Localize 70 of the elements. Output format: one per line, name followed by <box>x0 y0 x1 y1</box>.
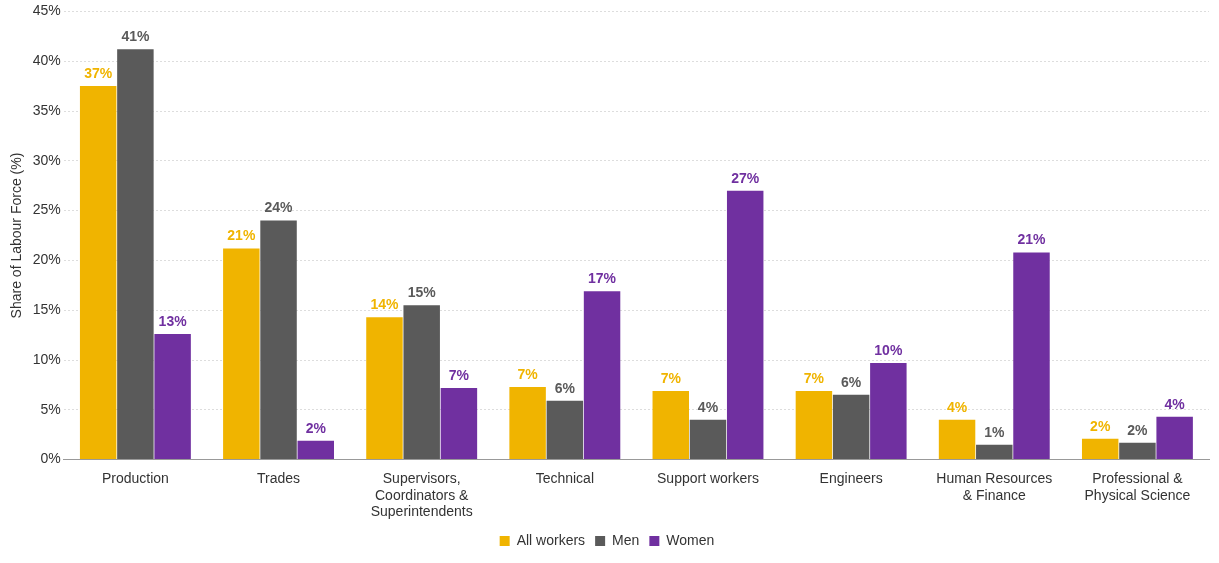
x-tick-label: Professional & Physical Science <box>1084 469 1191 503</box>
data-label: 41% <box>121 28 150 45</box>
data-label: 7% <box>803 369 825 386</box>
bar <box>689 419 727 460</box>
data-label: 14% <box>370 296 400 313</box>
x-tick-label: Trades <box>257 469 301 486</box>
y-tick-label: 10% <box>32 350 61 367</box>
data-label: 2% <box>305 419 327 436</box>
bar <box>297 440 334 460</box>
bar <box>366 317 403 460</box>
x-tick-label: Human Resources & Finance <box>936 469 1053 503</box>
bar <box>652 390 689 460</box>
data-label: 21% <box>227 227 256 244</box>
y-tick-label: 30% <box>32 151 61 168</box>
data-label: 4% <box>1164 395 1186 412</box>
bar <box>260 220 297 460</box>
data-label: 13% <box>158 312 188 329</box>
bar <box>509 386 546 460</box>
bar <box>1119 442 1156 460</box>
x-tick-label: Technical <box>535 469 595 486</box>
data-label: 4% <box>946 398 968 415</box>
data-label: 7% <box>517 365 539 382</box>
y-tick-label: 40% <box>32 52 61 69</box>
bar <box>154 334 191 460</box>
bar <box>403 305 440 460</box>
bar <box>440 387 478 460</box>
data-label: 37% <box>84 64 113 81</box>
data-label: 24% <box>264 199 294 216</box>
x-tick-label: Production <box>101 469 169 486</box>
bar <box>117 49 154 460</box>
data-label: 17% <box>588 270 617 287</box>
bar <box>976 444 1013 460</box>
y-axis-title: Share of Labour Force (%) <box>8 152 25 319</box>
bar <box>1081 438 1119 460</box>
bar <box>832 394 870 460</box>
y-tick-label: 15% <box>32 301 61 318</box>
bar <box>726 190 764 460</box>
data-label: 6% <box>554 379 576 396</box>
y-tick-label: 25% <box>32 201 61 218</box>
data-label: 27% <box>731 169 760 186</box>
data-label: 7% <box>660 369 682 386</box>
legend-label: All workers <box>516 531 586 548</box>
y-tick-label: 0% <box>40 450 61 467</box>
x-tick-label: Engineers <box>819 469 883 486</box>
data-label: 6% <box>841 373 862 390</box>
bar <box>583 291 621 460</box>
data-label: 7% <box>448 366 470 383</box>
data-label: 21% <box>1017 231 1047 248</box>
data-label: 1% <box>984 423 1005 440</box>
legend-label: Men <box>612 531 640 548</box>
data-label: 2% <box>1090 417 1111 434</box>
y-tick-label: 20% <box>32 251 61 268</box>
y-tick-label: 45% <box>32 2 61 19</box>
data-label: 4% <box>697 398 719 415</box>
data-label: 15% <box>407 284 437 301</box>
bar <box>795 390 833 460</box>
bar <box>870 362 907 460</box>
bar <box>1013 252 1050 460</box>
bar <box>223 248 260 460</box>
bar <box>79 86 117 460</box>
x-tick-label: Supervisors, Coordinators & Superintendents <box>370 469 473 520</box>
x-tick-label: Support workers <box>657 469 759 486</box>
bar <box>546 400 584 460</box>
legend-label: Women <box>666 531 715 548</box>
y-tick-label: 5% <box>40 400 61 417</box>
bar <box>938 419 976 460</box>
y-tick-label: 35% <box>32 101 61 118</box>
bar <box>1156 416 1193 460</box>
data-label: 10% <box>874 341 903 358</box>
data-label: 2% <box>1127 421 1149 438</box>
